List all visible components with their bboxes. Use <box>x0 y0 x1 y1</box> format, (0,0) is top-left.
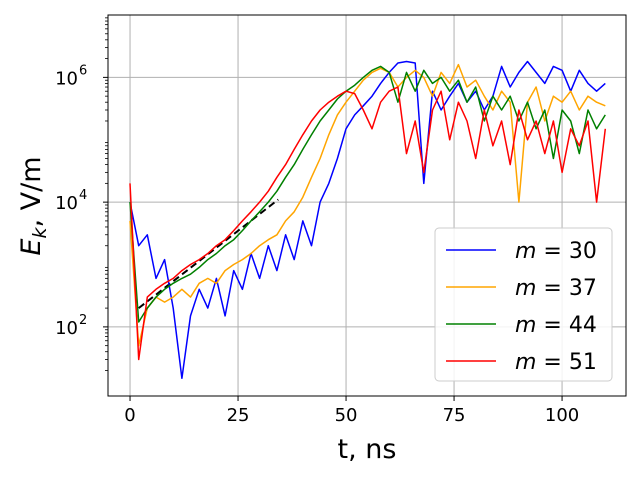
series-line-m44 <box>129 65 606 323</box>
x-axis: 0 25 50 75 100 <box>124 396 579 426</box>
x-tick-label: 75 <box>443 405 466 426</box>
legend-entry-m51: m = 51 <box>515 350 597 375</box>
legend-frame <box>434 227 613 382</box>
y-tick-exponent: 6 <box>79 63 87 78</box>
y-tick-label: 10 <box>55 68 78 89</box>
x-axis-label: t, ns <box>338 434 397 465</box>
series-layer <box>129 60 607 380</box>
legend-entry-m44: m = 44 <box>515 313 597 338</box>
series-line-m30 <box>129 60 606 380</box>
y-tick-label: 10 <box>55 318 78 339</box>
grid <box>108 15 626 396</box>
y-tick-label: 10 <box>55 193 78 214</box>
y-tick-exponent: 2 <box>79 313 87 328</box>
y-axis-label: Ek, V/m <box>16 156 51 255</box>
x-tick-label: 25 <box>227 405 250 426</box>
legend-entry-m30: m = 30 <box>515 239 597 264</box>
legend: m = 30 m = 37 m = 44 m = 51 <box>434 227 613 382</box>
x-tick-label: 100 <box>545 405 579 426</box>
legend-entry-m37: m = 37 <box>515 276 597 301</box>
plot-frame <box>107 14 627 397</box>
series-line-m37 <box>129 63 606 347</box>
x-tick-label: 50 <box>335 405 358 426</box>
series-line-m51 <box>129 86 607 361</box>
x-tick-label: 0 <box>124 405 135 426</box>
y-tick-exponent: 4 <box>79 188 87 203</box>
